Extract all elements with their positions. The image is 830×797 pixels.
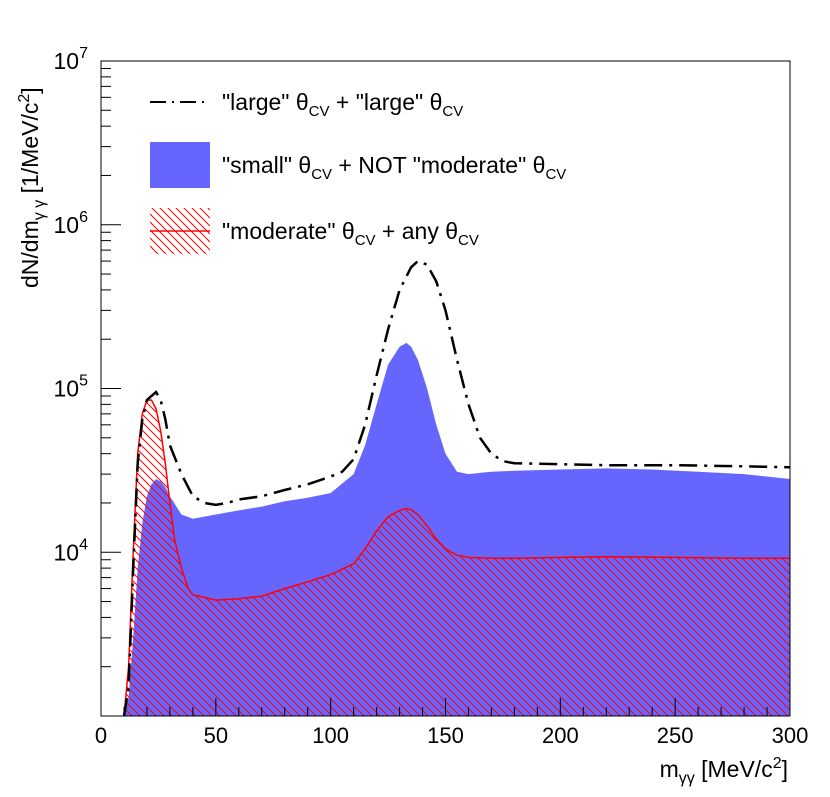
series-moderate-hatch (124, 400, 790, 716)
x-axis: 0 50 100 150 200 250 300 (95, 698, 808, 748)
legend-label-small: "small" θCV + NOT "moderate" θCV (222, 152, 566, 183)
y-axis: 104 105 106 107 (54, 45, 121, 668)
x-axis-title: mγγ [MeV/c2] (660, 755, 788, 787)
x-tick-label: 250 (657, 723, 694, 748)
y-tick-label: 104 (54, 536, 89, 565)
y-axis-title-unit: [1/MeV/c (17, 103, 43, 200)
legend-label-moderate: "moderate" θCV + any θCV (222, 218, 479, 249)
x-tick-label: 0 (95, 723, 107, 748)
x-axis-title-sub: γγ (679, 770, 695, 787)
x-axis-title-sup: 2 (773, 755, 782, 772)
x-axis-title-close: ] (782, 756, 788, 782)
x-tick-label: 100 (312, 723, 349, 748)
legend: "large" θCV + "large" θCV "small" θCV + … (150, 89, 566, 254)
x-axis-title-m: m (660, 756, 679, 782)
x-axis-title-unit: [MeV/c (695, 756, 773, 782)
x-tick-label: 200 (542, 723, 579, 748)
x-tick-label: 300 (772, 723, 809, 748)
x-tick-label: 150 (427, 723, 464, 748)
y-axis-title: dN/dmγ γ [1/MeV/c2] (16, 87, 48, 288)
x-tick-label: 50 (204, 723, 228, 748)
legend-label-large: "large" θCV + "large" θCV (222, 89, 463, 120)
y-axis-title-sup: 2 (16, 94, 33, 103)
y-axis-title-sub: γ γ (31, 200, 48, 220)
y-tick-label: 106 (54, 209, 89, 238)
series-large-line (122, 259, 790, 716)
legend-swatch-small (150, 142, 210, 188)
y-axis-title-close: ] (17, 87, 43, 93)
y-axis-title-pre: dN/dm (17, 220, 43, 288)
y-tick-label: 107 (54, 45, 89, 74)
series-layer (122, 259, 790, 716)
y-tick-label: 105 (54, 373, 89, 402)
series-moderate-line (123, 399, 790, 716)
